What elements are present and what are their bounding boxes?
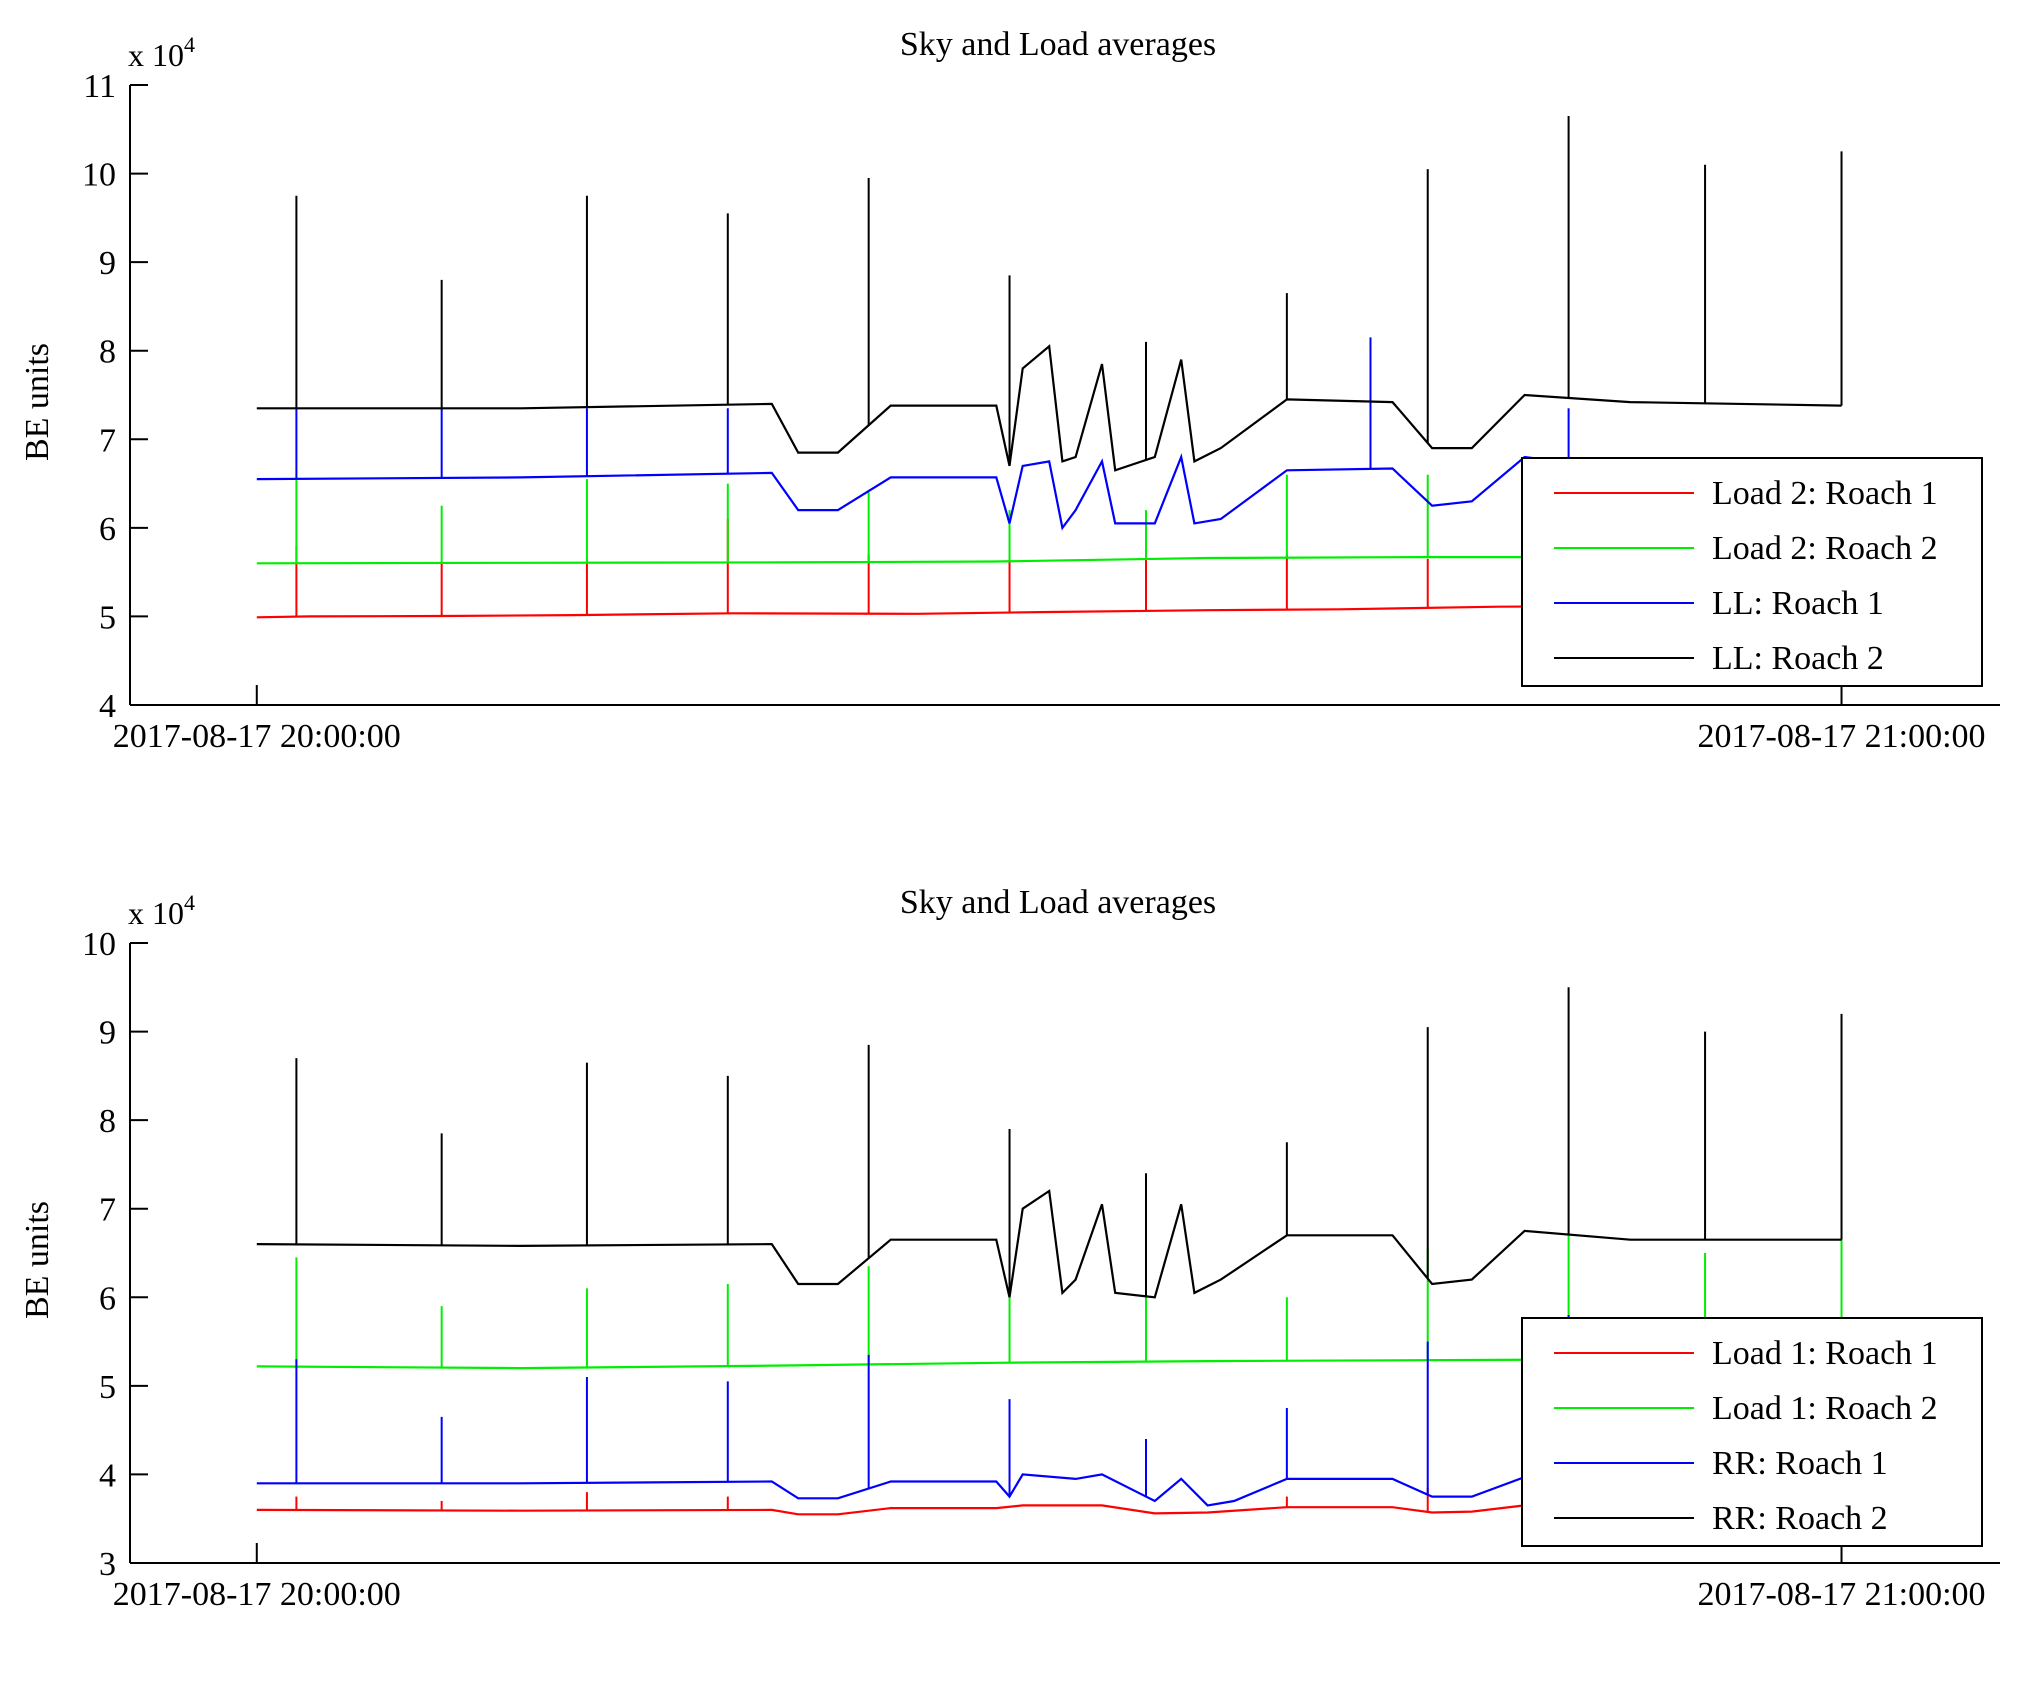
y-tick-label: 10 [82, 926, 116, 963]
series-line [256, 1189, 1842, 1299]
legend-label: LL: Roach 1 [1712, 585, 1884, 622]
y-tick-label: 5 [99, 599, 116, 636]
y-tick-label: 11 [83, 68, 116, 105]
legend-label: LL: Roach 2 [1712, 640, 1884, 677]
chart-1-title: Sky and Load averages [900, 26, 1216, 63]
y-tick-label: 4 [99, 1457, 116, 1494]
series-line [256, 1473, 1842, 1507]
series-line [256, 1502, 1842, 1516]
chart-panel-2: Sky and Load averages x 104 BE units 3 4 5… [19, 884, 2000, 1613]
y-tick-label: 7 [99, 422, 116, 459]
chart-1-plot-area: 4 5 6 7 8 9 10 11 2017-08-17 20:00:00 2017-08-17 … [82, 68, 2000, 755]
series-rr-roach-1 [256, 1315, 1842, 1507]
chart-1-legend: Load 2: Roach 1 Load 2: Roach 2 LL: Roach … [1521, 457, 1983, 687]
series-rr-roach-2 [256, 987, 1843, 1299]
x-tick-label: 2017-08-17 21:00:00 [1698, 718, 1986, 755]
legend-label: Load 2: Roach 1 [1712, 475, 1938, 512]
series-load-1-roach-1 [256, 1487, 1842, 1516]
y-tick-label: 4 [99, 688, 116, 725]
legend-box [1521, 1317, 1983, 1547]
y-tick-label: 8 [99, 334, 116, 371]
chart-2-plot-area: 3 4 5 6 7 8 9 10 2017-08-17 20:00:00 2017-08-17 2… [82, 926, 2000, 1613]
chart-1-y-multiplier: x 104 [128, 32, 195, 73]
y-tick-label: 6 [99, 1280, 116, 1317]
chart-2-y-multiplier: x 104 [128, 890, 195, 931]
chart-1-ylabel: BE units [19, 343, 56, 461]
legend-label: RR: Roach 1 [1712, 1445, 1888, 1482]
y-tick-label: 5 [99, 1369, 116, 1406]
chart-panel-1: Sky and Load averages x 104 BE units 4 5 6… [19, 26, 2000, 755]
series-line [256, 453, 1842, 531]
legend-label: RR: Roach 2 [1712, 1500, 1888, 1537]
x-tick-label: 2017-08-17 21:00:00 [1698, 1576, 1986, 1613]
series-ll-roach-1 [256, 337, 1842, 531]
x-tick-label: 2017-08-17 20:00:00 [113, 1576, 401, 1613]
legend-label: Load 2: Roach 2 [1712, 530, 1938, 567]
legend-label: Load 1: Roach 2 [1712, 1390, 1938, 1427]
y-tick-label: 7 [99, 1192, 116, 1229]
chart-2-legend: Load 1: Roach 1 Load 1: Roach 2 RR: Roach … [1521, 1317, 1983, 1547]
y-tick-label: 9 [99, 245, 116, 282]
y-tick-label: 10 [82, 157, 116, 194]
legend-box [1521, 457, 1983, 687]
chart-2-title: Sky and Load averages [900, 884, 1216, 921]
y-tick-label: 8 [99, 1103, 116, 1140]
y-tick-label: 6 [99, 511, 116, 548]
series-ll-roach-2 [256, 116, 1843, 472]
y-tick-label: 3 [99, 1546, 116, 1583]
chart-2-ylabel: BE units [19, 1201, 56, 1319]
x-tick-label: 2017-08-17 20:00:00 [113, 718, 401, 755]
series-line [256, 344, 1842, 472]
y-tick-label: 9 [99, 1015, 116, 1052]
legend-label: Load 1: Roach 1 [1712, 1335, 1938, 1372]
